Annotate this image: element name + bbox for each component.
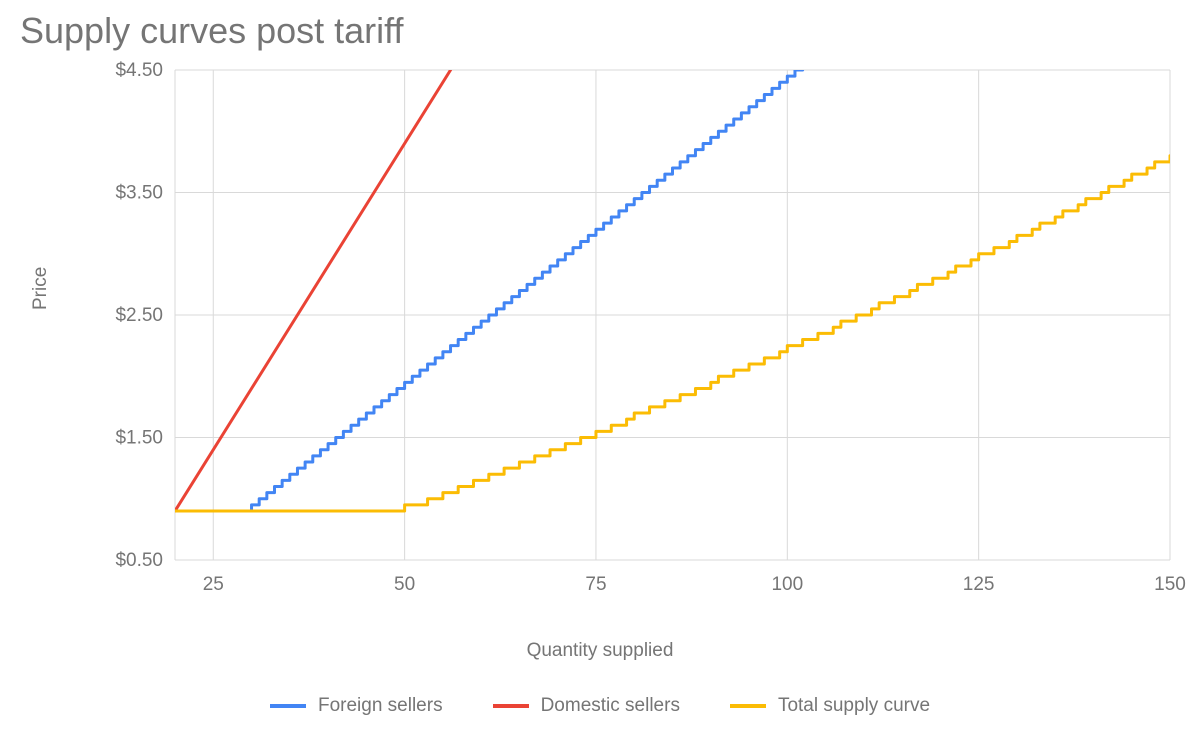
legend-swatch <box>493 704 529 708</box>
svg-text:$2.50: $2.50 <box>115 305 163 326</box>
svg-text:$4.50: $4.50 <box>115 60 163 81</box>
svg-text:$0.50: $0.50 <box>115 550 163 571</box>
legend-item[interactable]: Foreign sellers <box>270 695 443 717</box>
legend-swatch <box>270 704 306 708</box>
legend-label: Domestic sellers <box>541 695 680 717</box>
svg-text:75: 75 <box>585 574 606 595</box>
svg-text:$3.50: $3.50 <box>115 183 163 204</box>
chart-container: Supply curves post tariff Price 25507510… <box>0 0 1200 742</box>
svg-text:125: 125 <box>963 574 995 595</box>
x-axis-label: Quantity supplied <box>0 640 1200 662</box>
legend-swatch <box>730 704 766 708</box>
svg-text:100: 100 <box>771 574 803 595</box>
legend-label: Total supply curve <box>778 695 930 717</box>
legend-label: Foreign sellers <box>318 695 443 717</box>
svg-text:50: 50 <box>394 574 415 595</box>
legend-item[interactable]: Total supply curve <box>730 695 930 717</box>
chart-legend: Foreign sellers Domestic sellers Total sup… <box>0 695 1200 717</box>
chart-plot: 25 50 75 100 125 150 $0.50 $1.50 $2.50 $3.50 $4.50 <box>0 0 1200 742</box>
svg-text:150: 150 <box>1154 574 1186 595</box>
legend-item[interactable]: Domestic sellers <box>493 695 680 717</box>
svg-text:25: 25 <box>203 574 224 595</box>
svg-text:$1.50: $1.50 <box>115 428 163 449</box>
